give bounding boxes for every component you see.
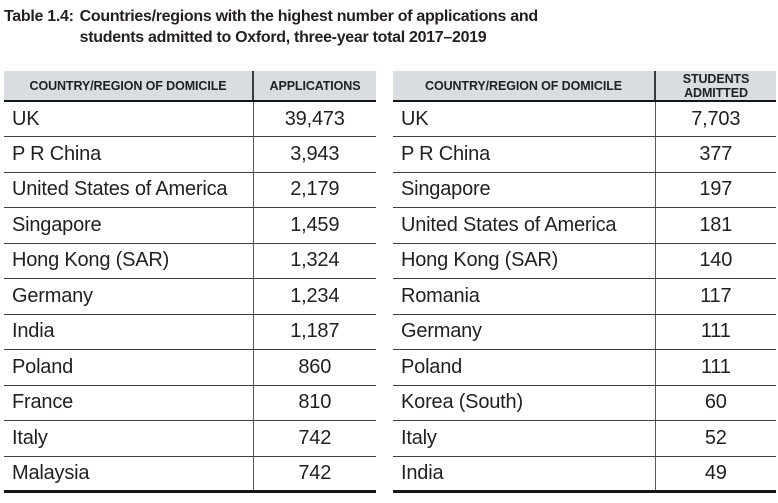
table-row: Malaysia 742 (4, 456, 376, 492)
value-cell: 111 (654, 314, 776, 350)
value-cell: 1,187 (252, 314, 376, 350)
country-cell: France (4, 385, 253, 421)
value-cell: 60 (654, 385, 776, 421)
table-row: P R China 3,943 (4, 136, 376, 173)
column-header: COUNTRY/REGION OF DOMICILE (393, 71, 655, 102)
value-cell: 197 (654, 172, 776, 208)
value-cell: 3,943 (252, 136, 376, 173)
table-row: UK 7,703 (393, 101, 776, 137)
table-row: United States of America 2,179 (4, 172, 376, 208)
country-cell: Korea (South) (393, 385, 655, 421)
table-row: Germany 1,234 (4, 278, 376, 315)
table-row: India 1,187 (4, 314, 376, 350)
table-row: Germany 111 (393, 314, 776, 350)
country-cell: UK (4, 101, 253, 137)
country-cell: Italy (393, 420, 655, 457)
country-cell: UK (393, 101, 655, 137)
table-row: P R China 377 (393, 136, 776, 173)
table-row: Hong Kong (SAR) 140 (393, 243, 776, 279)
value-cell: 742 (252, 456, 376, 492)
country-cell: P R China (393, 136, 655, 173)
value-cell: 140 (654, 243, 776, 279)
value-cell: 860 (252, 349, 376, 386)
column-header: COUNTRY/REGION OF DOMICILE (4, 71, 253, 102)
country-cell: India (4, 314, 253, 350)
table-row: United States of America 181 (393, 207, 776, 244)
table-row: Korea (South) 60 (393, 385, 776, 421)
table-row: France 810 (4, 385, 376, 421)
value-cell: 111 (654, 349, 776, 386)
value-cell: 49 (654, 456, 776, 492)
country-cell: Singapore (4, 207, 253, 244)
table-row: Hong Kong (SAR) 1,324 (4, 243, 376, 279)
table-title: Table 1.4: Countries/regions with the hi… (4, 6, 776, 48)
value-cell: 117 (654, 278, 776, 315)
country-cell: United States of America (4, 172, 253, 208)
country-cell: United States of America (393, 207, 655, 244)
value-cell: 2,179 (252, 172, 376, 208)
value-cell: 377 (654, 136, 776, 173)
value-cell: 7,703 (654, 101, 776, 137)
header-row: COUNTRY/REGION OF DOMICILE STUDENTS ADMIT… (393, 71, 776, 102)
value-cell: 1,324 (252, 243, 376, 279)
header-row: COUNTRY/REGION OF DOMICILE APPLICATIONS (4, 71, 376, 102)
country-cell: Romania (393, 278, 655, 315)
table-row: UK 39,473 (4, 101, 376, 137)
value-cell: 52 (654, 420, 776, 457)
country-cell: Hong Kong (SAR) (4, 243, 253, 279)
country-cell: Malaysia (12, 461, 90, 484)
country-cell: Germany (4, 278, 253, 315)
country-cell: P R China (4, 136, 253, 173)
country-cell: Hong Kong (SAR) (393, 243, 655, 279)
table-row: Poland 111 (393, 349, 776, 386)
country-cell: Germany (393, 314, 655, 350)
value-cell: 39,473 (252, 101, 376, 137)
table-row: Singapore 197 (393, 172, 776, 208)
value-cell: 1,459 (252, 207, 376, 244)
country-cell: Poland (393, 349, 655, 386)
country-cell: Singapore (393, 172, 655, 208)
value-cell: 742 (252, 420, 376, 457)
students-admitted-table: COUNTRY/REGION OF DOMICILE STUDENTS ADMIT… (393, 71, 776, 493)
table-row: India 49 (393, 456, 776, 492)
column-header: APPLICATIONS (252, 71, 376, 102)
table-number: Table 1.4: (4, 8, 74, 25)
table-row: Italy 742 (4, 420, 376, 457)
applications-table: COUNTRY/REGION OF DOMICILE APPLICATIONS UK… (4, 71, 376, 493)
column-header: STUDENTS ADMITTED (654, 71, 776, 102)
country-cell: Italy (4, 420, 253, 457)
tables-container: COUNTRY/REGION OF DOMICILE APPLICATIONS UK… (4, 71, 776, 493)
country-cell: India (401, 461, 444, 484)
value-cell: 181 (654, 207, 776, 244)
value-cell: 1,234 (252, 278, 376, 315)
table-row: Romania 117 (393, 278, 776, 315)
table-row: Singapore 1,459 (4, 207, 376, 244)
table-row: Italy 52 (393, 420, 776, 457)
table-row: Poland 860 (4, 349, 376, 386)
country-cell: Poland (4, 349, 253, 386)
value-cell: 810 (252, 385, 376, 421)
table-caption: Countries/regions with the highest numbe… (79, 8, 538, 46)
